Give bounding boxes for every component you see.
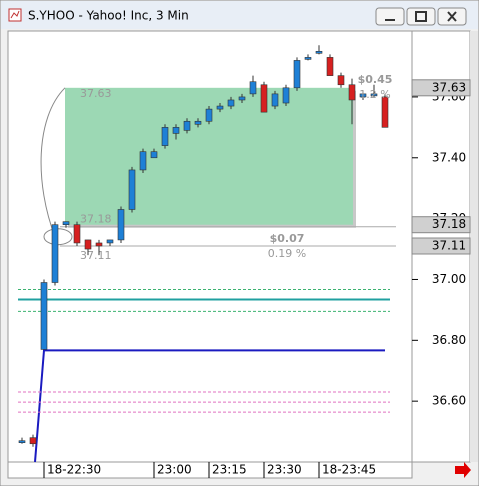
close-glyph xyxy=(447,11,457,22)
y-tick-label: 36.80 xyxy=(432,333,466,347)
candle-body xyxy=(172,127,180,134)
candle-body xyxy=(238,96,246,101)
candle-body xyxy=(40,282,48,350)
x-tick-label: 23:15 xyxy=(212,463,247,477)
candle-body xyxy=(139,151,147,171)
candle-body xyxy=(117,209,125,241)
candle-body xyxy=(150,151,158,159)
y-tick-label: 36.60 xyxy=(432,394,466,408)
candle-body xyxy=(315,50,323,54)
candle-body xyxy=(260,84,268,113)
window-title: S.YHOO - Yahoo! Inc, 3 Min xyxy=(28,9,189,23)
candle-body xyxy=(161,127,169,146)
measure-percent: 1.2 % xyxy=(359,88,390,101)
y-tick-label: 37.40 xyxy=(432,150,466,164)
candle-body xyxy=(216,105,224,110)
restore-button[interactable] xyxy=(406,7,436,26)
measure-percent: 0.19 % xyxy=(268,247,306,260)
x-tick-label: 23:00 xyxy=(157,463,192,477)
price-marker xyxy=(411,79,471,97)
plot: 37.63 37.18 37.11 18-22:30 23:00 23:15 23:30 18… xyxy=(18,45,471,478)
candle-body xyxy=(304,57,312,60)
x-tick-label: 18-22:30 xyxy=(47,463,101,477)
candle-body xyxy=(106,239,114,244)
candle-body xyxy=(18,440,26,444)
candle-body xyxy=(293,60,301,89)
candle-body xyxy=(337,75,345,86)
price-marker-label: 37.18 xyxy=(432,217,466,231)
app-icon xyxy=(8,8,22,22)
candle-body xyxy=(84,239,92,250)
candle-body xyxy=(205,108,213,122)
x-tick-label: 18-23:45 xyxy=(322,463,376,477)
candle-body xyxy=(249,81,257,95)
range-high-label: 37.63 xyxy=(80,87,112,100)
measure-amount: $0.45 xyxy=(358,73,393,86)
range-low-label: 37.18 xyxy=(80,213,112,226)
time-axis xyxy=(7,461,413,479)
price-marker xyxy=(411,216,471,234)
price-marker xyxy=(411,237,471,255)
scrollbar[interactable] xyxy=(470,31,478,462)
candle-body xyxy=(359,93,367,98)
candle-body xyxy=(326,57,334,76)
candle-body xyxy=(51,224,59,283)
candle-body xyxy=(128,169,136,210)
price-marker-label: 37.11 xyxy=(432,239,466,253)
scroll-right-arrow[interactable] xyxy=(455,462,471,478)
restore-glyph xyxy=(415,11,427,22)
low-line-label: 37.11 xyxy=(80,249,112,262)
candle-body xyxy=(370,93,378,97)
candle-body xyxy=(183,120,191,131)
candle-body xyxy=(348,84,356,101)
candle-body xyxy=(62,221,70,226)
candle-body xyxy=(73,224,81,244)
price-marker-label: 37.63 xyxy=(432,80,466,94)
minimize-button[interactable] xyxy=(375,7,405,26)
y-tick-label: 37.00 xyxy=(432,272,466,286)
x-tick-label: 23:30 xyxy=(267,463,302,477)
range-bracket xyxy=(40,87,66,237)
candle-body xyxy=(95,242,103,247)
candle-body xyxy=(282,87,290,104)
candle-body xyxy=(194,120,202,125)
candle-body xyxy=(227,99,235,107)
candle-body xyxy=(381,96,389,128)
candle-body xyxy=(271,93,279,107)
candle-body xyxy=(29,437,37,445)
measure-amount: $0.07 xyxy=(270,232,305,245)
app-icon-glyph xyxy=(10,10,20,19)
level-line xyxy=(34,349,385,463)
